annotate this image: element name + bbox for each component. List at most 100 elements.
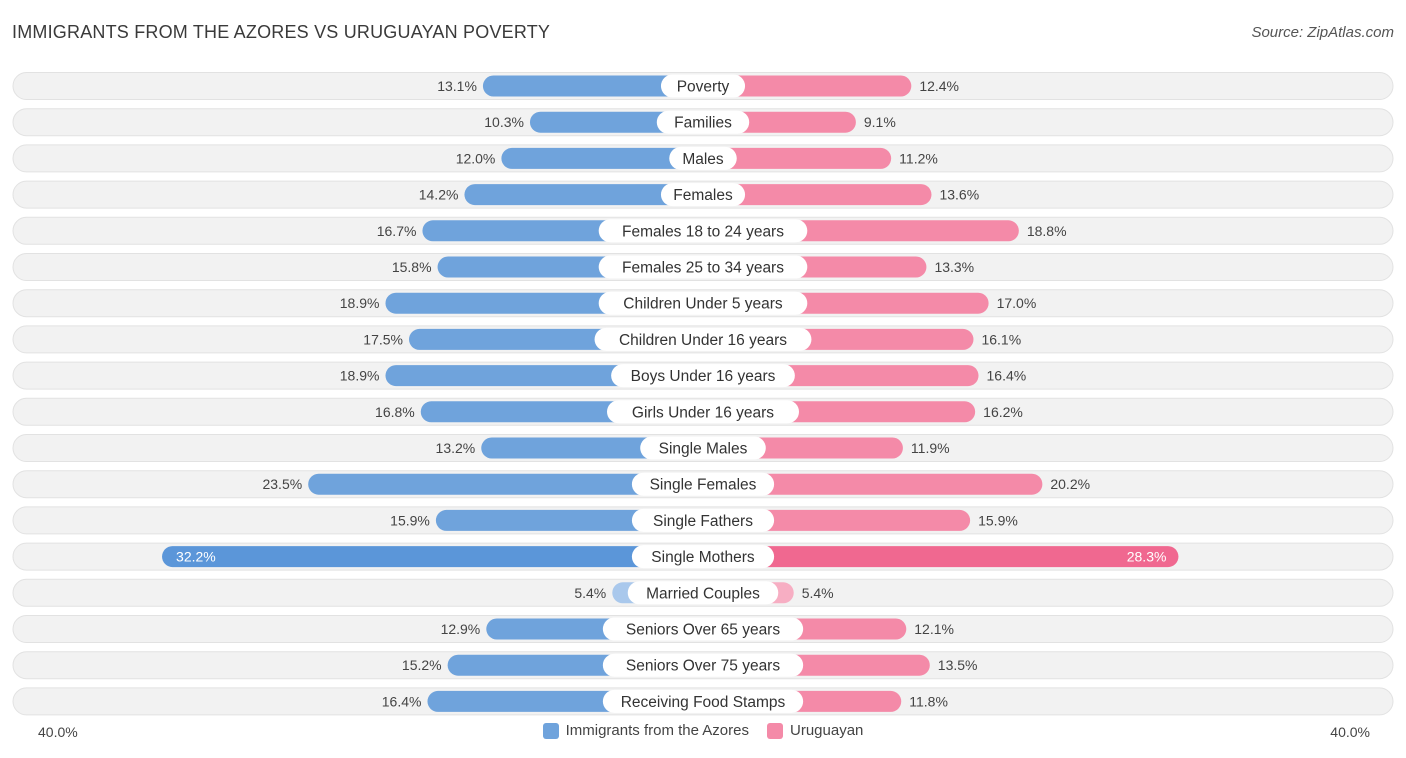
category-label: Children Under 16 years [619,332,787,349]
category-pill [598,291,808,315]
category-pill [627,581,779,605]
category-label: Married Couples [646,585,760,602]
value-label-uruguayan: 15.9% [978,512,1018,528]
chart-row: 17.5% 16.1% Children Under 16 years [12,325,1394,354]
category-pill [594,327,812,351]
bar-uruguayan [703,184,932,206]
category-pill [640,436,766,460]
bar-uruguayan [703,546,1179,568]
chart-row: 18.9% 17.0% Children Under 5 years [12,289,1394,318]
category-label: Single Females [650,477,757,494]
category-label: Receiving Food Stamps [621,694,786,711]
value-label-uruguayan: 16.4% [987,368,1027,384]
value-label-uruguayan: 12.4% [919,78,959,94]
value-label-uruguayan: 5.4% [802,585,834,601]
value-label-azores: 18.9% [340,368,380,384]
chart-row: 16.7% 18.8% Females 18 to 24 years [12,216,1394,245]
value-label-uruguayan: 9.1% [864,114,896,130]
value-label-azores: 15.2% [402,657,442,673]
category-label: Seniors Over 75 years [626,658,780,675]
bar-azores [162,546,704,568]
value-label-azores: 14.2% [419,187,459,203]
category-label: Males [682,151,724,168]
chart-row: 16.4% 11.8% Receiving Food Stamps [12,687,1394,716]
category-pill [607,400,799,424]
legend-swatch-azores [542,722,559,739]
legend-label-azores: Immigrants from the Azores [565,722,749,739]
category-label: Poverty [677,79,730,96]
value-label-azores: 18.9% [340,295,380,311]
value-label-azores: 13.1% [437,78,477,94]
legend-swatch-uruguayan [767,722,783,739]
value-label-azores: 16.4% [382,693,422,709]
chart-row: 32.2% 28.3% Single Mothers [12,542,1394,571]
value-label-azores: 16.7% [377,223,417,239]
chart-title: IMMIGRANTS FROM THE AZORES VS URUGUAYAN … [12,22,551,42]
bar-uruguayan [703,473,1043,495]
chart-row: 15.8% 13.3% Females 25 to 34 years [12,253,1394,281]
category-pill [611,364,795,388]
value-label-azores: 13.2% [436,440,476,456]
bar-azores [482,75,703,97]
category-pill [598,255,808,279]
chart-row: 15.9% 15.9% Single Fathers [12,506,1394,535]
category-pill [669,146,737,170]
category-label: Single Males [659,441,748,458]
chart-row: 23.5% 20.2% Single Females [12,470,1394,499]
bar-azores [308,473,703,495]
category-pill [631,545,775,569]
value-label-azores: 12.9% [441,621,481,637]
value-label-azores: 32.2% [176,549,216,565]
value-label-azores: 12.0% [456,150,496,166]
chart-row: 13.1% 12.4% Poverty [12,72,1394,100]
chart-row: 16.8% 16.2% Girls Under 16 years [12,397,1394,426]
category-pill [660,74,746,98]
chart-row: 12.0% 11.2% Males [12,144,1394,173]
bar-azores [501,147,703,169]
bar-uruguayan [703,147,892,169]
chart-row: 18.9% 16.4% Boys Under 16 years [12,361,1394,390]
chart-row: 15.2% 13.5% Seniors Over 75 years [12,651,1394,680]
category-label: Seniors Over 65 years [626,622,780,639]
value-label-azores: 17.5% [363,331,403,347]
category-pill [660,183,746,207]
legend-label-uruguayan: Uruguayan [790,722,864,739]
value-label-uruguayan: 17.0% [997,295,1037,311]
legend-item-uruguayan: Uruguayan [767,722,863,739]
value-label-uruguayan: 20.2% [1050,476,1090,492]
category-label: Girls Under 16 years [632,404,774,421]
value-label-azores: 10.3% [484,114,524,130]
category-label: Families [674,115,732,132]
value-label-uruguayan: 13.5% [938,657,978,673]
axis-max-label: 40.0% [1330,724,1370,740]
category-pill [656,110,750,134]
chart-row: 10.3% 9.1% Families [12,108,1394,137]
value-label-uruguayan: 11.8% [909,693,948,709]
bar-azores [464,184,703,206]
value-label-uruguayan: 18.8% [1027,223,1067,239]
value-label-azores: 15.9% [390,512,430,528]
category-pill [631,508,775,532]
chart-row: 12.9% 12.1% Seniors Over 65 years [12,615,1394,643]
category-label: Single Mothers [651,549,755,566]
value-label-uruguayan: 28.3% [1127,549,1167,565]
legend: Immigrants from the Azores Uruguayan [0,722,1406,739]
value-label-uruguayan: 13.6% [939,187,979,203]
category-pill [602,617,804,641]
bar-uruguayan [703,75,912,97]
value-label-uruguayan: 16.2% [983,404,1023,420]
value-label-uruguayan: 11.2% [899,150,938,166]
category-pill [631,472,775,496]
category-pill [598,219,808,243]
category-label: Single Fathers [653,513,753,530]
value-label-azores: 23.5% [262,476,302,492]
category-label: Children Under 5 years [623,296,783,313]
legend-item-azores: Immigrants from the Azores [542,722,749,739]
value-label-uruguayan: 11.9% [911,440,950,456]
chart-row: 14.2% 13.6% Females [12,180,1394,209]
category-label: Females [673,187,733,204]
category-label: Boys Under 16 years [631,368,776,385]
value-label-azores: 5.4% [574,585,606,601]
value-label-uruguayan: 16.1% [981,331,1021,347]
